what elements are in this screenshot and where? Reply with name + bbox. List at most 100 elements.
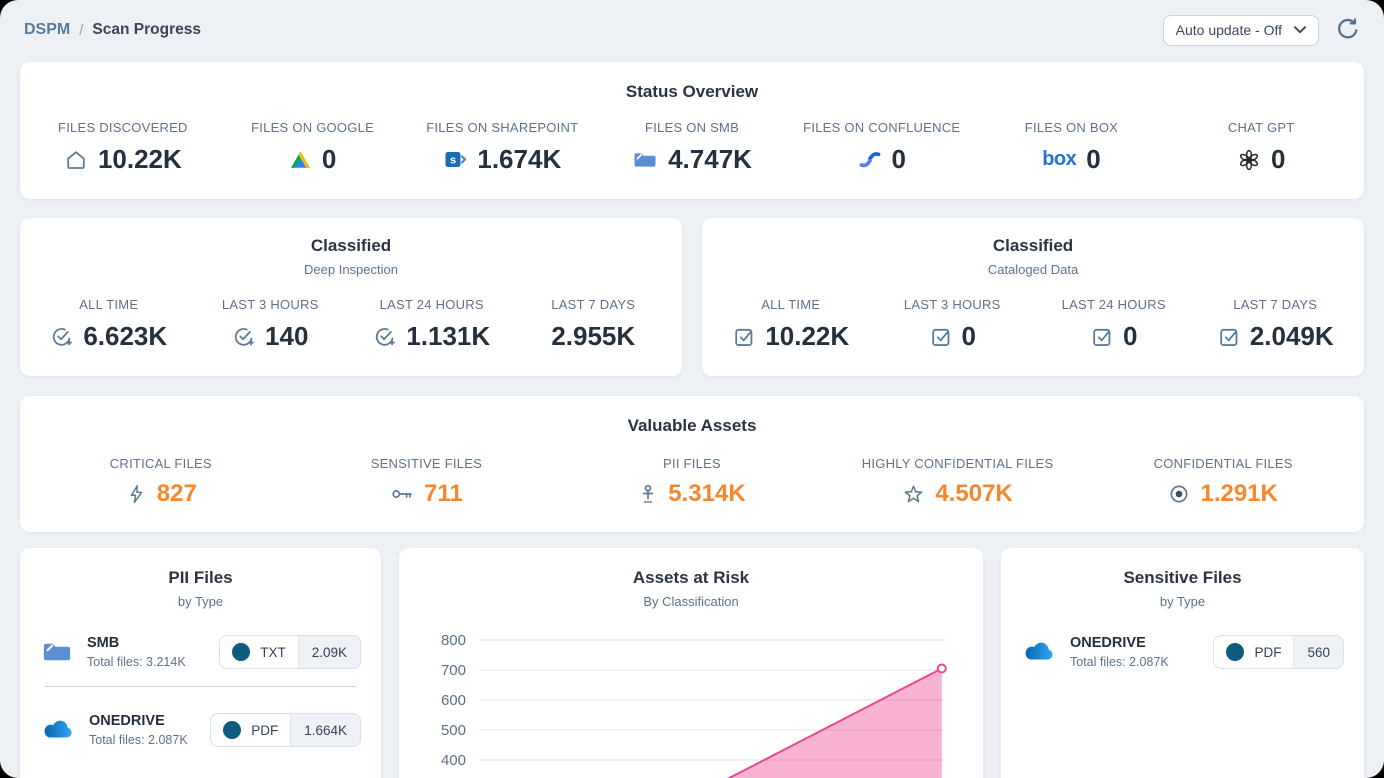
classified-cataloged-title: Classified xyxy=(992,236,1074,255)
assets-at-risk-subtitle: By Classification xyxy=(643,594,739,609)
badge-dot-icon xyxy=(1226,643,1245,661)
sensitive-files-subtitle: by Type xyxy=(1159,594,1206,609)
badge-type: PDF xyxy=(251,722,279,738)
badge-count: 1.664K xyxy=(290,714,360,746)
badge-type: TXT xyxy=(260,644,286,660)
badge-count: 560 xyxy=(1293,636,1343,668)
auto-update-value: Auto update - Off xyxy=(1175,22,1282,38)
stat-cat-last-3h: LAST 3 HOURS 0 xyxy=(903,297,1001,351)
status-overview-stats: FILES DISCOVERED 10.22K FILES ON GOOGLE … xyxy=(28,120,1356,175)
smb-folder-icon xyxy=(632,148,658,172)
checkbox-check-icon xyxy=(1090,325,1113,348)
chatgpt-icon xyxy=(1237,148,1261,172)
assets-at-risk-title: Assets at Risk xyxy=(632,568,750,587)
classified-deep-card: Classified Deep Inspection ALL TIME 6.62… xyxy=(20,218,682,376)
stat-files-on-sharepoint: FILES ON SHAREPOINT s 1.674K xyxy=(426,120,579,174)
badge-type: PDF xyxy=(1254,644,1282,660)
bolt-icon xyxy=(125,483,147,505)
stat-deep-all-time: ALL TIME 6.623K xyxy=(28,297,190,352)
google-drive-icon xyxy=(289,148,312,171)
refresh-icon xyxy=(1334,17,1360,43)
valuable-assets-card: Valuable Assets CRITICAL FILES 827 SENSI… xyxy=(20,396,1364,532)
stat-critical-files: CRITICAL FILES 827 xyxy=(109,456,212,507)
pii-files-title: PII Files xyxy=(168,568,233,587)
checkbox-check-icon xyxy=(732,325,755,348)
person-icon xyxy=(638,483,658,505)
breadcrumb-separator: / xyxy=(79,21,84,39)
stat-files-on-smb: FILES ON SMB 4.747K xyxy=(597,120,787,175)
sharepoint-icon: s xyxy=(443,148,467,172)
stat-sensitive-files: SENSITIVE FILES 711 xyxy=(370,456,483,507)
source-total: Total files: 3.214K xyxy=(87,655,186,669)
stat-cat-all-time: ALL TIME 10.22K xyxy=(710,297,872,352)
source-total: Total files: 2.087K xyxy=(89,733,188,747)
status-overview-title: Status Overview xyxy=(625,82,759,101)
stat-pii-files: PII FILES 5.314K xyxy=(559,456,825,508)
file-type-badge: PDF 1.664K xyxy=(210,713,361,747)
checkbox-check-icon xyxy=(929,325,952,348)
y-axis-tick-label: 600 xyxy=(441,692,466,709)
scan-check-plus-icon xyxy=(373,325,396,348)
onedrive-icon xyxy=(1021,639,1057,665)
top-bar: DSPM / Scan Progress Auto update - Off xyxy=(0,0,1384,56)
target-icon xyxy=(1168,483,1190,505)
key-icon xyxy=(390,483,414,505)
source-total: Total files: 2.087K xyxy=(1070,655,1169,669)
assets-at-risk-chart: 800 700 600 500 400 xyxy=(441,632,947,778)
stat-confidential-files: CONFIDENTIAL FILES 1.291K xyxy=(1153,456,1293,507)
breadcrumb-dspm[interactable]: DSPM xyxy=(24,21,71,38)
stat-files-on-box: FILES ON BOX box 0 xyxy=(1024,120,1119,174)
box-icon: box xyxy=(1042,148,1077,170)
stat-deep-last-24h: LAST 24 HOURS 1.131K xyxy=(351,297,513,352)
assets-at-risk-card: Assets at Risk By Classification 800 700 6… xyxy=(399,548,983,778)
source-name: ONEDRIVE xyxy=(1070,635,1146,651)
row-divider xyxy=(44,686,357,687)
bottom-row: PII Files by Type SMB Total files: 3.214… xyxy=(20,548,1364,778)
classified-deep-title: Classified xyxy=(310,236,392,255)
top-actions: Auto update - Off xyxy=(1162,14,1360,46)
smb-folder-icon xyxy=(40,637,74,667)
refresh-button[interactable] xyxy=(1334,17,1360,43)
stat-files-on-confluence: FILES ON CONFLUENCE 0 xyxy=(803,120,961,174)
pii-row-smb: SMB Total files: 3.214K TXT 2.09K xyxy=(20,635,381,669)
area-fill xyxy=(729,668,942,778)
stat-deep-last-3h: LAST 3 HOURS 140 xyxy=(221,297,319,351)
y-axis-tick-label: 500 xyxy=(441,722,466,739)
stat-chat-gpt: CHAT GPT 0 xyxy=(1227,120,1295,174)
pii-files-subtitle: by Type xyxy=(177,594,224,609)
badge-dot-icon xyxy=(232,643,251,661)
badge-dot-icon xyxy=(223,721,242,739)
pii-files-card: PII Files by Type SMB Total files: 3.214… xyxy=(20,548,381,778)
file-type-badge: TXT 2.09K xyxy=(219,635,361,669)
page-title: Scan Progress xyxy=(92,21,201,38)
stat-cat-last-24h: LAST 24 HOURS 0 xyxy=(1061,297,1166,351)
svg-text:s: s xyxy=(450,154,456,166)
sensitive-files-title: Sensitive Files xyxy=(1123,568,1242,587)
classified-cataloged-subtitle: Cataloged Data xyxy=(987,262,1079,277)
data-point-marker xyxy=(936,663,947,674)
auto-update-select[interactable]: Auto update - Off xyxy=(1162,14,1319,46)
stat-highly-confidential-files: HIGHLY CONFIDENTIAL FILES 4.507K xyxy=(861,456,1054,507)
series-line xyxy=(727,667,943,778)
stat-cat-last-7d: LAST 7 DAYS 2.049K xyxy=(1195,297,1357,352)
classified-deep-subtitle: Deep Inspection xyxy=(304,262,398,277)
classified-row: Classified Deep Inspection ALL TIME 6.62… xyxy=(20,218,1364,376)
classified-cataloged-card: Classified Cataloged Data ALL TIME 10.22… xyxy=(702,218,1364,376)
chevron-down-icon xyxy=(1294,26,1306,34)
sensitive-row-onedrive: ONEDRIVE Total files: 2.087K PDF 560 xyxy=(1001,635,1364,669)
confluence-icon xyxy=(858,148,882,172)
star-icon xyxy=(902,483,925,506)
home-icon xyxy=(64,148,88,172)
stat-files-on-google: FILES ON GOOGLE 0 xyxy=(251,120,375,174)
valuable-assets-title: Valuable Assets xyxy=(627,416,757,435)
y-axis-tick-label: 400 xyxy=(441,752,466,769)
y-axis-tick-label: 800 xyxy=(441,632,466,649)
file-type-badge: PDF 560 xyxy=(1213,635,1344,669)
y-axis-tick-label: 700 xyxy=(441,662,466,679)
checkbox-check-icon xyxy=(1217,325,1240,348)
source-name: SMB xyxy=(87,635,120,651)
source-name: ONEDRIVE xyxy=(89,713,165,729)
sensitive-files-card: Sensitive Files by Type ONEDRIVE Total f… xyxy=(1001,548,1364,778)
breadcrumb: DSPM / Scan Progress xyxy=(24,21,201,39)
scan-check-plus-icon xyxy=(50,325,73,348)
